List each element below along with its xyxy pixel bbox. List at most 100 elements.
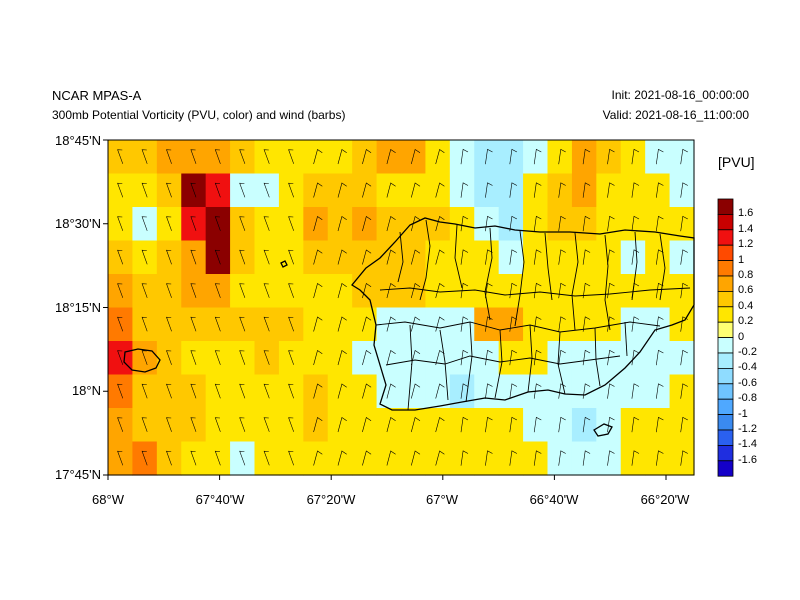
colorbar-swatch	[717, 306, 734, 323]
wind-barb	[460, 215, 469, 232]
wind-barb	[141, 149, 148, 164]
wind-barb	[288, 149, 294, 164]
wind-barb	[117, 417, 124, 432]
pv-cell	[645, 140, 671, 175]
pv-cell	[352, 173, 378, 208]
wind-barb	[288, 283, 294, 298]
pv-cell	[523, 173, 549, 208]
pv-cell	[571, 341, 597, 376]
wind-barb	[485, 182, 493, 198]
pv-cell	[645, 441, 671, 476]
wind-barb	[190, 383, 197, 399]
wind-barb	[656, 450, 664, 466]
wind-barb	[435, 450, 445, 466]
wind-barb	[680, 450, 688, 466]
wind-barb	[411, 182, 421, 198]
wind-barb	[558, 383, 566, 399]
colorbar-label: 0.8	[738, 269, 754, 281]
lat-tick-label: 18°45'N	[55, 133, 101, 148]
pv-cell	[596, 408, 622, 443]
pv-cell	[425, 408, 451, 443]
pv-cell	[669, 408, 695, 443]
pv-cell	[401, 274, 427, 309]
wind-barb	[631, 416, 640, 433]
wind-barb	[288, 417, 294, 432]
pv-cell	[669, 341, 695, 376]
wind-barb	[411, 383, 421, 399]
wind-barb	[239, 350, 246, 365]
wind-barb	[362, 316, 372, 332]
wind-barb	[558, 416, 566, 433]
lon-tick-label: 66°20'W	[640, 492, 690, 507]
wind-barb	[386, 350, 396, 366]
axis-ticks	[103, 139, 667, 480]
colorbar-swatch	[717, 383, 734, 400]
wind-barb	[117, 383, 124, 399]
pv-cell	[669, 274, 695, 309]
pv-cell	[596, 207, 622, 242]
pv-cell	[352, 207, 378, 242]
wind-barb	[607, 383, 615, 399]
pv-cell	[327, 441, 353, 476]
wind-barb	[582, 450, 591, 466]
pv-cell	[303, 140, 329, 175]
pv-cell	[303, 408, 329, 443]
colorbar-swatch	[717, 213, 734, 231]
wind-barb	[509, 282, 518, 299]
pv-cell	[327, 307, 353, 342]
colorbar-label: -0.6	[738, 376, 757, 389]
wind-barb	[214, 149, 221, 164]
wind-barb	[656, 383, 664, 399]
pv-cell	[303, 274, 329, 309]
wind-barb	[435, 249, 445, 265]
desecheo-island-coastline	[280, 260, 288, 268]
wind-barb	[190, 350, 197, 365]
pv-cell	[303, 207, 329, 242]
pv-cell	[620, 173, 646, 208]
wind-barb	[166, 450, 172, 466]
pv-cell	[425, 274, 451, 309]
colorbar-label: 0.6	[738, 284, 754, 297]
wind-barb	[313, 350, 323, 366]
colorbar-title: [PVU]	[718, 154, 755, 170]
wind-barb	[509, 148, 518, 165]
pv-cell	[303, 240, 329, 275]
wind-barb	[239, 316, 246, 332]
pv-cell	[571, 274, 597, 309]
wind-barb	[460, 349, 469, 366]
wind-barb	[313, 383, 323, 399]
wind-barb	[337, 283, 347, 299]
wind-barb	[239, 216, 246, 231]
wind-barb	[533, 316, 542, 332]
wind-barb	[558, 282, 566, 299]
wind-barb	[582, 316, 591, 332]
wind-barb	[288, 216, 294, 231]
wind-barb	[509, 249, 518, 265]
wind-barb	[313, 450, 323, 466]
pv-cell	[327, 408, 353, 443]
wind-barb	[460, 383, 469, 399]
lon-tick-label: 66°40'W	[529, 492, 579, 507]
init-time: Init: 2021-08-16_00:00:00	[611, 88, 749, 102]
lat-tick-label: 18°30'N	[55, 216, 101, 231]
wind-barb	[141, 249, 148, 265]
wind-barb	[435, 216, 445, 232]
wind-barb	[680, 383, 688, 399]
wind-barb	[313, 149, 323, 165]
wind-barb	[435, 182, 445, 198]
lat-tick-label: 18°N	[71, 383, 101, 398]
pv-cell	[352, 140, 378, 175]
colorbar-swatch	[717, 198, 734, 215]
wind-barb	[337, 149, 347, 165]
pv-cell	[376, 140, 402, 175]
wind-barb	[117, 216, 124, 231]
colorbar-swatch	[717, 444, 734, 462]
pv-cell	[620, 207, 646, 242]
wind-barb	[141, 182, 148, 198]
wind-barb	[288, 450, 294, 466]
wind-barb	[263, 383, 270, 399]
wind-barb	[631, 148, 640, 165]
wind-barb	[411, 316, 421, 332]
colorbar-swatch	[717, 275, 734, 292]
pv-cell	[523, 408, 549, 443]
